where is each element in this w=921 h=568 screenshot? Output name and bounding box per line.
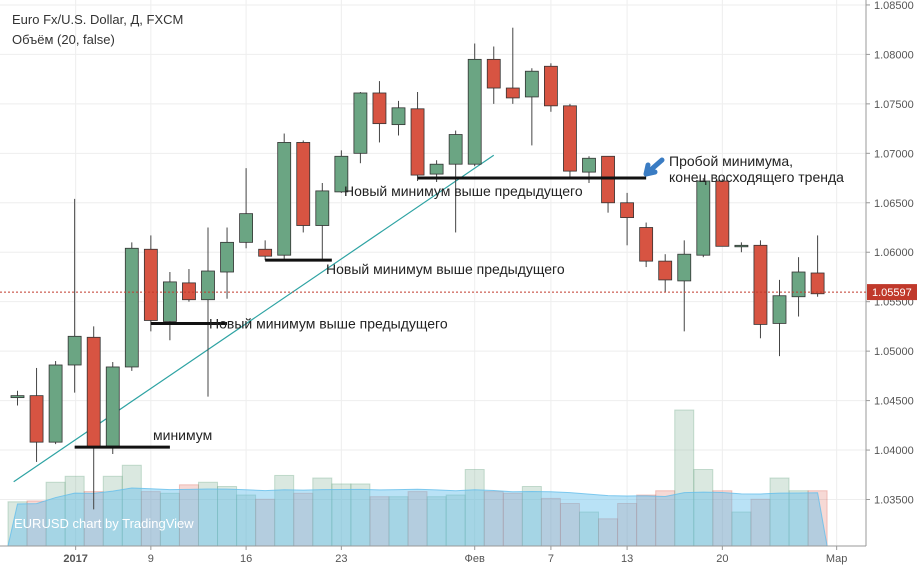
price-tick-label: 1.06500: [874, 198, 914, 210]
candle-down: [86, 336, 101, 448]
candle-down: [505, 87, 520, 99]
candle-down: [753, 244, 768, 325]
candle-down: [182, 282, 196, 301]
time-tick-label: 7: [548, 553, 554, 565]
candle-up: [467, 58, 482, 165]
symbol-title: Euro Fx/U.S. Dollar, Д, FXCM: [12, 12, 184, 27]
candle-up: [734, 244, 749, 248]
candle-up: [105, 366, 120, 447]
price-tick-label: 1.04500: [874, 396, 914, 408]
candle-up: [334, 155, 349, 193]
annotation-label: конец восходящего тренда: [669, 169, 844, 185]
time-tick-label: 20: [716, 553, 728, 565]
time-tick-label: 16: [240, 553, 252, 565]
candle-up: [315, 190, 330, 226]
volume-histogram: [7, 409, 828, 547]
candle-down: [715, 180, 730, 247]
candle-up: [429, 163, 444, 175]
price-tick-label: 1.08000: [874, 49, 914, 61]
candle-down: [658, 260, 673, 281]
candle-up: [48, 364, 63, 443]
price-tick-label: 1.07000: [874, 148, 914, 160]
time-tick-label: 23: [335, 553, 347, 565]
price-tick-label: 1.05000: [874, 346, 914, 358]
price-tick-label: 1.06000: [874, 247, 914, 259]
time-tick-label: Фев: [465, 553, 485, 565]
time-axis[interactable]: 2017 9 16 23 Фев 7 13 20 Мар: [0, 545, 866, 565]
candle-down: [258, 248, 273, 257]
time-tick-label: 2017: [63, 553, 87, 565]
candle-up: [162, 281, 177, 322]
price-tick-label: 1.04000: [874, 445, 914, 457]
candle-down: [296, 142, 311, 226]
candle-down: [639, 227, 654, 262]
candle-up: [448, 134, 463, 165]
candle-down: [372, 92, 387, 125]
candle-up: [677, 253, 692, 282]
volume-indicator-title: Объём (20, false): [12, 32, 115, 47]
time-tick-label: 13: [621, 553, 633, 565]
candle-up: [220, 241, 234, 273]
candle-up: [696, 180, 711, 256]
candle-down: [544, 65, 558, 107]
candle-up: [239, 213, 254, 243]
watermark: EURUSD chart by TradingView: [14, 516, 194, 531]
annotation-label: минимум: [153, 427, 212, 443]
annotations: минимум Новый минимум выше предыдущего Нов…: [74, 153, 844, 449]
volume-moving-average: [7, 487, 828, 547]
candle-up: [524, 70, 539, 98]
price-axis[interactable]: 1.08500 1.08000 1.07500 1.07000 1.06500 1.060…: [0, 0, 917, 546]
price-tick-label: 1.03500: [874, 495, 914, 507]
candle-up: [67, 335, 82, 366]
arrow-icon: [643, 157, 665, 177]
candle-up: [791, 271, 806, 298]
price-tick-label: 1.08500: [874, 0, 914, 12]
candle-down: [620, 202, 634, 219]
price-tick-label: 1.07500: [874, 99, 914, 111]
annotation-label: Новый минимум выше предыдущего: [209, 315, 448, 331]
candle-down: [143, 248, 158, 321]
candle-up: [353, 92, 368, 154]
candle-up: [391, 107, 406, 126]
candle-down: [410, 108, 425, 176]
time-tick-label: 9: [148, 553, 154, 565]
candle-up: [772, 295, 787, 324]
current-price-label: 1.05597: [872, 287, 912, 299]
annotation-label: Новый минимум выше предыдущего: [326, 261, 565, 277]
candle-up: [10, 395, 25, 399]
current-price-badge: [867, 284, 917, 301]
candle-up: [201, 270, 215, 301]
candle-down: [29, 395, 44, 443]
candle-down: [563, 105, 577, 172]
time-tick-label: Мар: [826, 553, 848, 565]
annotation-label: Новый минимум выше предыдущего: [344, 183, 583, 199]
candle-up: [124, 247, 139, 368]
candles: [10, 27, 825, 510]
candle-up: [277, 142, 292, 256]
candle-down: [486, 58, 501, 89]
annotation-label: Пробой минимума,: [669, 153, 793, 169]
candle-down: [810, 272, 825, 295]
candle-up: [582, 157, 596, 173]
